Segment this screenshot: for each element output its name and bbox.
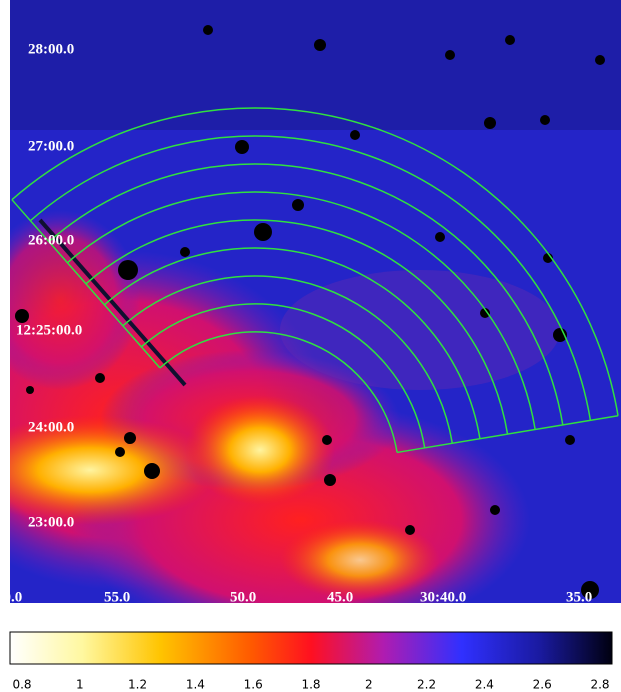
colorbar-ticks: 0.8 1 1.2 1.4 1.6 1.8 2 2.2 2.4 2.6 2.8: [12, 678, 609, 692]
region-arc: [48, 163, 564, 426]
region-arc: [159, 331, 398, 453]
colorbar-tick-label: 1.2: [128, 678, 147, 692]
colorbar-tick-label: 2.8: [590, 678, 609, 692]
colorbar: [9, 631, 613, 665]
colorbar-tick-label: 2.2: [417, 678, 436, 692]
dec-label: 12:25:00.0: [16, 322, 82, 338]
ra-labels: 00.0 55.0 50.0 45.0 30:40.0 35.0: [0, 589, 592, 605]
dec-label: 24:00.0: [28, 419, 74, 435]
region-arc: [11, 199, 161, 369]
dec-labels: 28:00.0 27:00.0 26:00.0 12:25:00.0 24:00…: [16, 41, 82, 530]
colorbar-tick-label: 2: [365, 678, 373, 692]
temperature-map: [10, 0, 621, 603]
region-arc: [66, 191, 536, 430]
region-arc: [103, 247, 481, 439]
ra-label: 35.0: [566, 589, 592, 605]
colorbar-tick-label: 1.4: [186, 678, 205, 692]
region-arc: [122, 275, 454, 444]
ra-label: 45.0: [327, 589, 353, 605]
colorbar-tick-label: 2.6: [533, 678, 552, 692]
region-arc: [396, 415, 619, 454]
colorbar-tick-label: 2.4: [475, 678, 494, 692]
dec-label: 28:00.0: [28, 41, 74, 57]
ra-label: 55.0: [104, 589, 130, 605]
region-arc: [29, 135, 592, 421]
dec-label: 26:00.0: [28, 232, 74, 248]
region-arc: [11, 107, 619, 416]
dec-label: 27:00.0: [28, 138, 74, 154]
annulus-regions: [11, 107, 619, 454]
colorbar-tick-label: 1.8: [301, 678, 320, 692]
ra-label: 30:40.0: [420, 589, 466, 605]
dec-label: 23:00.0: [28, 514, 74, 530]
ra-label: 00.0: [0, 589, 22, 605]
ra-label: 50.0: [230, 589, 256, 605]
region-arc: [140, 303, 426, 448]
colorbar-tick-label: 1.6: [244, 678, 263, 692]
colorbar-tick-label: 0.8: [12, 678, 31, 692]
colorbar-tick-label: 1: [76, 678, 84, 692]
region-arc: [85, 219, 509, 435]
